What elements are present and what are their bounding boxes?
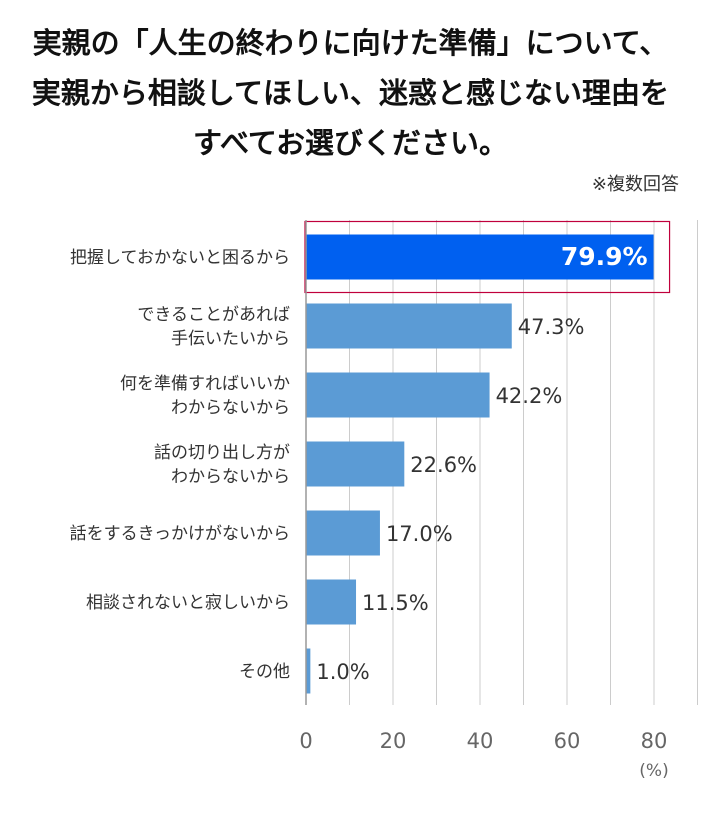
- category-label-3-1: わからないから: [171, 467, 290, 487]
- title-line-3: すべてお選びください。: [193, 126, 508, 160]
- value-label-5: 11.5%: [362, 591, 429, 615]
- bar-1: [306, 303, 512, 349]
- bar-5: [306, 579, 357, 625]
- title-line-1: 実親の「人生の終わりに向けた準備」について、: [32, 26, 669, 60]
- value-label-3: 22.6%: [410, 453, 477, 477]
- value-label-2: 42.2%: [496, 384, 563, 408]
- tick-label-60: 60: [554, 729, 581, 753]
- value-label-0: 79.9%: [561, 242, 648, 271]
- category-label-1-1: 手伝いたいから: [171, 329, 290, 349]
- category-label-6-0: その他: [239, 662, 290, 682]
- tick-label-40: 40: [467, 729, 494, 753]
- bar-3: [306, 441, 405, 487]
- value-label-6: 1.0%: [316, 660, 369, 684]
- bar-0: [306, 234, 654, 280]
- multiple-answer-note: ※複数回答: [591, 174, 679, 195]
- category-label-4-0: 話をするきっかけがないから: [70, 524, 290, 544]
- category-label-2-0: 何を準備すればいいか: [120, 374, 290, 394]
- category-label-2-1: わからないから: [171, 398, 290, 418]
- title-line-2: 実親から相談してほしい、迷惑と感じない理由を: [31, 76, 670, 110]
- tick-label-80: 80: [641, 729, 668, 753]
- category-label-3-0: 話の切り出し方が: [154, 443, 290, 463]
- unit-label: (%): [639, 761, 668, 781]
- tick-label-20: 20: [380, 729, 407, 753]
- tick-label-0: 0: [299, 729, 312, 753]
- category-label-5-0: 相談されないと寂しいから: [86, 593, 290, 613]
- bar-6: [306, 648, 311, 694]
- bar-4: [306, 510, 380, 556]
- bar-2: [306, 372, 490, 418]
- highlight-frame: [304, 220, 671, 294]
- category-label-0-0: 把握しておかないと困るから: [70, 248, 290, 268]
- category-label-1-0: できることがあれば: [137, 305, 290, 325]
- value-label-4: 17.0%: [386, 522, 453, 546]
- chart-title: 実親の「人生の終わりに向けた準備」について、 実親から相談してほしい、迷惑と感じ…: [0, 18, 701, 168]
- value-label-1: 47.3%: [518, 315, 585, 339]
